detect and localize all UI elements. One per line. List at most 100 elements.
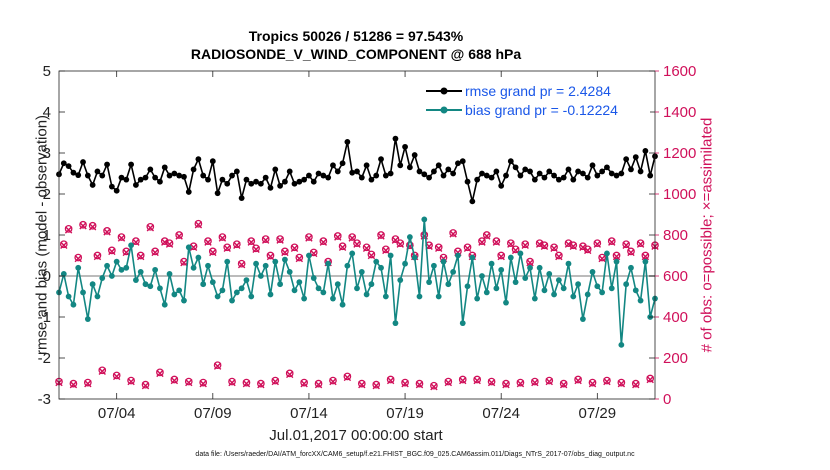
right-tick-label: 1200: [663, 145, 696, 162]
bias-point: [272, 258, 279, 265]
obs-assimilated-marker: [584, 246, 592, 255]
bias-point: [94, 293, 101, 300]
bias-point: [238, 285, 245, 292]
obs-possible-marker: [261, 235, 270, 243]
rmse-point: [565, 166, 572, 173]
rmse-point: [536, 170, 543, 177]
bias-series: [56, 216, 658, 348]
legend: rmse grand pr = 2.4284 bias grand pr = -…: [422, 78, 650, 120]
bias-point: [565, 260, 572, 267]
obs-possible-marker: [430, 381, 438, 390]
obs-assimilated-marker: [545, 377, 553, 386]
rmse-point: [613, 172, 620, 179]
chart-title-line2: RADIOSONDE_V_WIND_COMPONENT @ 688 hPa: [190, 46, 522, 62]
bias-point: [570, 293, 577, 300]
obs-possible-marker: [213, 361, 222, 370]
obs-assimilated-marker: [79, 222, 87, 230]
bias-point: [464, 283, 471, 290]
bias-point: [450, 269, 457, 275]
rmse-point: [594, 172, 601, 179]
rmse-point: [137, 176, 144, 183]
rmse-point: [560, 174, 567, 181]
obs-assimilated-marker: [261, 236, 270, 244]
bias-point: [416, 293, 423, 300]
obs-possible-marker: [641, 251, 650, 260]
bias-point: [628, 264, 634, 271]
rmse-point: [195, 156, 202, 163]
rmse-point: [584, 174, 591, 181]
bias-point: [599, 289, 606, 296]
bias-point: [382, 293, 389, 300]
obs-possible-marker: [170, 375, 179, 384]
obs-assimilated-marker: [108, 247, 116, 256]
obs-possible-marker: [458, 375, 467, 384]
rmse-point: [358, 174, 365, 181]
obs-assimilated-marker: [271, 377, 279, 386]
bias-point: [253, 260, 259, 267]
obs-possible-marker: [223, 243, 232, 252]
obs-assimilated-marker: [502, 380, 510, 389]
obs-assimilated-marker: [449, 230, 457, 238]
bias-point: [608, 285, 615, 292]
rmse-point: [599, 168, 606, 175]
rmse-point: [185, 189, 192, 195]
rmse-point: [464, 178, 471, 185]
rmse-point: [469, 198, 476, 205]
bias-point: [133, 277, 139, 283]
obs-possible-marker: [353, 239, 361, 248]
obs-assimilated-marker: [223, 244, 231, 253]
right-axis-label: # of obs: o=possible; ×=assimilated: [698, 117, 716, 353]
left-tick-label: 4: [43, 104, 51, 121]
rmse-point: [493, 168, 500, 175]
obs-possible-marker: [607, 237, 616, 245]
rmse-point: [315, 170, 322, 177]
rmse-point: [152, 174, 159, 181]
rmse-point: [224, 180, 231, 187]
rmse-point: [541, 174, 548, 181]
rmse-point: [84, 172, 91, 179]
bias-point: [229, 297, 235, 304]
bias-point: [205, 262, 211, 269]
rmse-point: [325, 174, 332, 181]
obs-assimilated-marker: [415, 380, 424, 389]
obs-possible-marker: [487, 377, 496, 386]
obs-assimilated-marker: [329, 377, 337, 386]
obs-assimilated-marker: [641, 252, 650, 261]
rmse-point: [166, 172, 173, 179]
rmse-point: [282, 178, 288, 185]
obs-possible-marker: [199, 378, 208, 387]
obs-possible-marker: [463, 243, 472, 252]
rmse-point: [426, 174, 432, 181]
bias-point: [503, 299, 509, 306]
right-tick-label: 200: [663, 350, 688, 367]
x-tick-label: 07/29: [579, 405, 617, 422]
bias-point: [445, 281, 452, 288]
bias-point: [147, 283, 154, 290]
obs-assimilated-marker: [127, 377, 135, 386]
rmse-point: [373, 172, 380, 179]
obs-possible-marker: [559, 379, 568, 388]
bias-point: [214, 293, 221, 300]
bias-point: [277, 281, 283, 288]
obs-possible-marker: [631, 379, 640, 388]
right-tick-label: 0: [663, 391, 671, 408]
obs-possible-marker: [208, 247, 217, 256]
obs-possible-marker: [357, 379, 366, 388]
obs-possible-marker: [545, 376, 554, 385]
rmse-point: [647, 172, 654, 179]
obs-assimilated-marker: [386, 376, 395, 385]
bias-point: [474, 295, 481, 302]
obs-assimilated-marker: [646, 375, 654, 384]
obs-possible-marker: [478, 237, 486, 245]
rmse-point: [233, 168, 240, 175]
bias-point: [209, 279, 216, 286]
obs-possible-marker: [511, 245, 520, 254]
bias-point: [363, 291, 370, 298]
rmse-point: [406, 164, 413, 171]
rmse-point: [128, 161, 134, 168]
x-tick-label: 07/14: [290, 405, 328, 422]
bias-point: [248, 293, 255, 300]
x-axis-label: Jul.01,2017 00:00:00 start: [269, 427, 443, 444]
bias-point: [498, 266, 505, 273]
rmse-point: [531, 176, 538, 183]
